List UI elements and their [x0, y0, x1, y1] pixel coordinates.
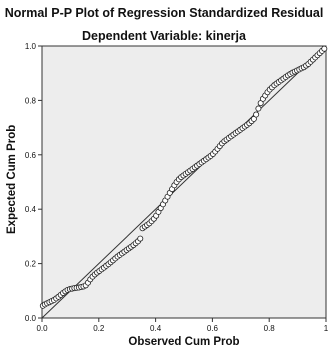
reference-line	[41, 45, 327, 319]
data-point	[321, 45, 328, 52]
axis-ticks: 0.0 0.2 0.4 0.6 0.8 1 0.0 0.2 0.4 0.6 0.8 1.0	[25, 42, 328, 333]
chart-subtitle: Dependent Variable: kinerja	[82, 29, 246, 43]
y-tick-label: 0.4	[25, 205, 37, 214]
y-tick-label: 0.0	[25, 314, 37, 323]
x-tick-label: 0.0	[36, 324, 48, 333]
data-point	[253, 111, 260, 118]
x-tick-label: 0.2	[93, 324, 105, 333]
chart-title: Normal P-P Plot of Regression Standardiz…	[4, 6, 324, 20]
x-tick-label: 0.6	[207, 324, 219, 333]
x-tick-label: 0.8	[264, 324, 276, 333]
data-point	[255, 105, 262, 112]
x-axis-label: Observed Cum Prob	[128, 336, 240, 348]
y-tick-label: 0.2	[25, 260, 37, 269]
x-tick-label: 1	[324, 324, 328, 333]
data-points	[39, 45, 328, 309]
x-tick-label: 0.4	[150, 324, 162, 333]
y-tick-label: 1.0	[25, 42, 37, 51]
y-tick-label: 0.8	[25, 96, 37, 105]
data-point	[137, 235, 144, 242]
y-tick-label: 0.6	[25, 151, 37, 160]
